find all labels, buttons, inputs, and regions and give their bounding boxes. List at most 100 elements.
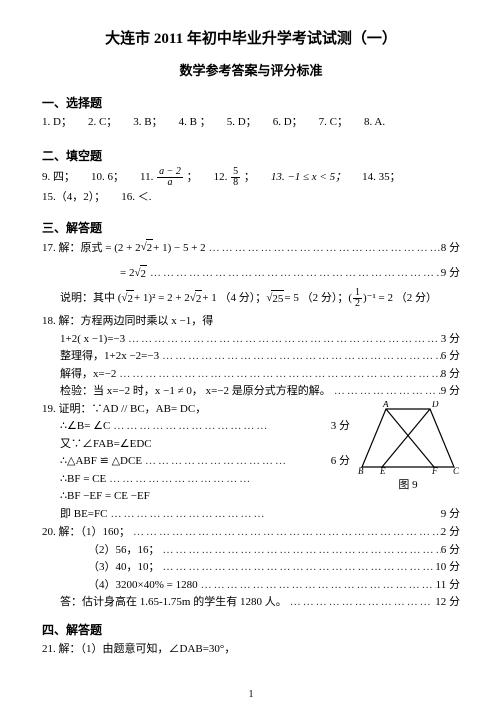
mc-7: 7. C； bbox=[319, 114, 348, 131]
q20-e: 答：估计身高在 1.65-1.75m 的学生有 1280 人。 ……………………… bbox=[42, 594, 460, 611]
page-number: 1 bbox=[0, 687, 502, 702]
q18-e-pts: 9 分 bbox=[441, 383, 460, 400]
mc-6: 6. D； bbox=[273, 114, 303, 131]
q18-b: 1+2( x −1)=−3 ……………………………………………………………………… bbox=[42, 331, 460, 348]
lbl-e: E bbox=[379, 466, 386, 475]
q18-d-pts: 8 分 bbox=[441, 366, 460, 383]
q17-note-b: + 1)² = 2 + 2 bbox=[134, 290, 190, 307]
b10: 10. 6； bbox=[91, 169, 124, 186]
lbl-d: D bbox=[431, 401, 439, 409]
mc-1: 1. D； bbox=[42, 114, 72, 131]
sqrt-icon: √2 bbox=[190, 290, 203, 308]
q19-b-pts: 3 分 bbox=[331, 418, 350, 435]
q20-d-t: （4）3200×40% = 1280 bbox=[88, 577, 198, 594]
b14: 14. 35； bbox=[362, 169, 401, 186]
mc-2: 2. C； bbox=[88, 114, 117, 131]
b12: 12. 5 8 ； bbox=[214, 167, 255, 188]
section-4: 四、解答题 bbox=[42, 621, 460, 639]
b12r: ； bbox=[244, 171, 255, 183]
q18-c: 整理得，1+2x −2=−3 ……………………………………………………………… … bbox=[42, 348, 460, 365]
mc-3: 3. B； bbox=[133, 114, 162, 131]
sqrt-icon: √2 bbox=[121, 290, 134, 308]
q19-d-pts: 6 分 bbox=[331, 453, 350, 470]
frac-11: a − 2 a bbox=[157, 167, 183, 188]
q17-a-pts: 8 分 bbox=[441, 240, 460, 257]
q18-c-pts: 6 分 bbox=[441, 348, 460, 365]
b16: 16. ＜. bbox=[121, 189, 151, 206]
q19-g-pts: 9 分 bbox=[441, 506, 460, 523]
dots: …………………………………………………………… bbox=[198, 577, 436, 594]
blanks-row-1: 9. 四； 10. 6； 11. a − 2 a ； 12. 5 8 ； 13.… bbox=[42, 167, 460, 188]
q20-d-pts: 11 分 bbox=[436, 577, 460, 594]
q18-d-t: 解得，x=−2 bbox=[60, 366, 116, 383]
q18-c-t: 整理得，1+2x −2=−3 bbox=[60, 348, 159, 365]
q20-b-t: （2）56，16； bbox=[88, 542, 160, 559]
mc-row: 1. D； 2. C； 3. B； 4. B ； 5. D； 6. D； 7. … bbox=[42, 114, 460, 131]
q18-d: 解得，x=−2 ……………………………………………………………………………… 8… bbox=[42, 366, 460, 383]
figure-caption: 图 9 bbox=[356, 477, 460, 494]
q17-note: 说明：其中 ( √2 + 1)² = 2 + 2 √2 + 1 （4 分）； √… bbox=[42, 288, 460, 309]
dots: ………………………………………………………………………… bbox=[125, 331, 441, 348]
dots: ………………………………………………………………………… bbox=[130, 524, 441, 541]
q17-note-l: 说明：其中 ( bbox=[42, 290, 121, 307]
q20-a-pts: 2 分 bbox=[441, 524, 460, 541]
q20-c: （3）40，10； …………………………………………………………………… 10 … bbox=[42, 559, 460, 576]
q18-b-pts: 3 分 bbox=[441, 331, 460, 348]
frac-12-n: 5 bbox=[231, 167, 240, 178]
b11: 11. a − 2 a ； bbox=[140, 167, 198, 188]
section-2: 二、填空题 bbox=[42, 147, 460, 165]
sqrt-icon: √25 bbox=[266, 290, 284, 308]
q17-a-r: + 1) − 5 + 2 bbox=[153, 240, 206, 257]
q19-b-t: ∴∠B= ∠C bbox=[60, 418, 110, 435]
q18-e-t: 检验：当 x=−2 时，x −1 ≠ 0， x=−2 是原分式方程的解。 bbox=[60, 383, 331, 400]
q19-d-t: ∴△ABF ≌ △DCE bbox=[60, 453, 142, 470]
q20-b: （2）56，16； …………………………………………………………………… 6 分 bbox=[42, 542, 460, 559]
dots: …………………………… bbox=[142, 453, 331, 470]
q20-e-t: 答：估计身高在 1.65-1.75m 的学生有 1280 人。 bbox=[60, 594, 287, 611]
mc-8: 8. A. bbox=[364, 114, 385, 131]
q17-b-pts: 9 分 bbox=[441, 265, 460, 282]
q19-f-t: ∴BF −EF = CE −EF bbox=[60, 488, 150, 505]
frac-half: 1 2 bbox=[353, 288, 362, 309]
dots: ……………………………… bbox=[110, 418, 330, 435]
title-main: 大连市 2011 年初中毕业升学考试试测（一） bbox=[42, 28, 460, 51]
q18-e: 检验：当 x=−2 时，x −1 ≠ 0， x=−2 是原分式方程的解。 ………… bbox=[42, 383, 460, 400]
q17-note-f: = 5 （2 分）；( bbox=[284, 290, 352, 307]
sqrt-icon: √2 bbox=[134, 265, 147, 283]
dots: …………………………………………………………………………… bbox=[147, 265, 441, 282]
dots: …………………………… bbox=[106, 471, 350, 488]
b11l: 11. bbox=[140, 171, 153, 183]
q20-c-pts: 10 分 bbox=[435, 559, 460, 576]
q19-e: ∴BF = CE …………………………… bbox=[42, 471, 350, 488]
q18-a: 18. 解：方程两边同时乘以 x −1，得 bbox=[42, 313, 460, 330]
dots: ……………………………………………………………………………… bbox=[116, 366, 440, 383]
b13: 13. −1 ≤ x < 5； bbox=[271, 169, 346, 186]
figure-9: A D B E F C 图 9 bbox=[356, 401, 460, 494]
q17-b: = 2 √2 …………………………………………………………………………… 9 分 bbox=[42, 265, 460, 283]
lbl-c: C bbox=[453, 466, 460, 475]
frac-11-d: a bbox=[165, 178, 174, 188]
q20-d: （4）3200×40% = 1280 ………………………………………………………… bbox=[42, 577, 460, 594]
lbl-f: F bbox=[431, 466, 438, 475]
dots: …………………………………………………………………… bbox=[160, 542, 441, 559]
q21-a: 21. 解：（1）由题意可知，∠DAB=30°， bbox=[42, 641, 460, 658]
dots: ……………………………… bbox=[107, 506, 440, 523]
q20-a: 20. 解：（1）160； ……………………………………………………………………… bbox=[42, 524, 460, 541]
q18-a-t: 18. 解：方程两边同时乘以 x −1，得 bbox=[42, 313, 213, 330]
q19-f: ∴BF −EF = CE −EF bbox=[42, 488, 350, 505]
mc-5: 5. D； bbox=[227, 114, 257, 131]
q18-b-t: 1+2( x −1)=−3 bbox=[60, 331, 125, 348]
section-3: 三、解答题 bbox=[42, 219, 460, 237]
q19-g: 即 BE=FC ……………………………… 9 分 bbox=[42, 506, 460, 523]
q20-b-pts: 6 分 bbox=[441, 542, 460, 559]
lbl-b: B bbox=[358, 466, 364, 475]
frac-11-n: a − 2 bbox=[157, 167, 183, 178]
q17-a-l: 17. 解：原式 = (2 + 2 bbox=[42, 240, 141, 257]
q17-a: 17. 解：原式 = (2 + 2 √2 + 1) − 5 + 2 ………………… bbox=[42, 239, 460, 257]
mc-4: 4. B ； bbox=[179, 114, 211, 131]
q20-c-t: （3）40，10； bbox=[88, 559, 160, 576]
dots: …………………………… bbox=[287, 594, 436, 611]
q20-e-pts: 12 分 bbox=[435, 594, 460, 611]
q21-a-t: 21. 解：（1）由题意可知，∠DAB=30°， bbox=[42, 641, 235, 658]
dots: …………………………………………………………………… bbox=[160, 559, 436, 576]
